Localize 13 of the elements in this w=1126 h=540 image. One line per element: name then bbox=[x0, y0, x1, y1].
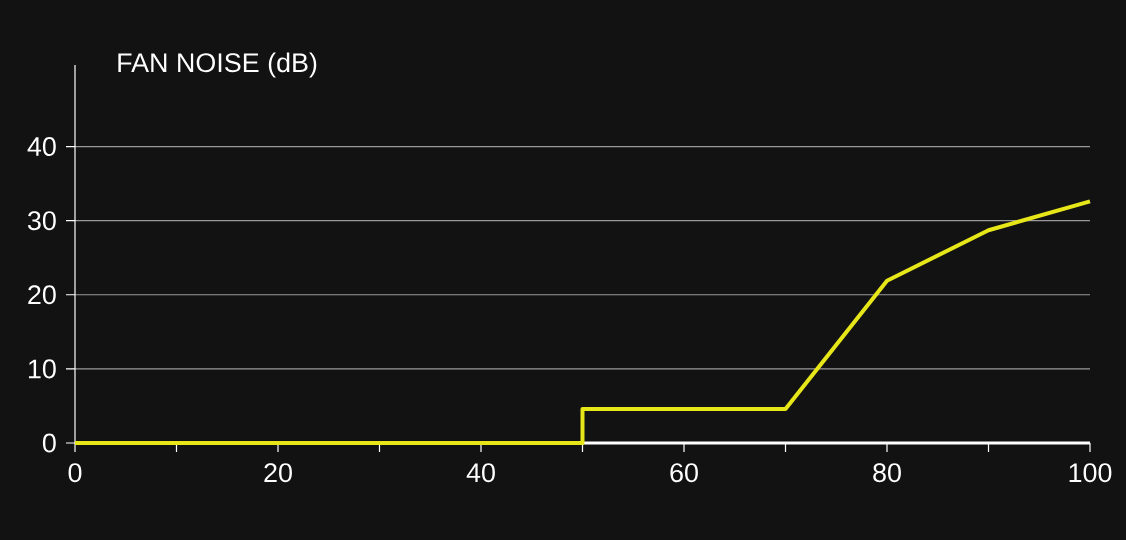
x-tick-label: 80 bbox=[873, 463, 901, 483]
x-tick-label: 0 bbox=[68, 463, 82, 483]
y-tick-label: 10 bbox=[28, 359, 56, 379]
x-tick-label: 40 bbox=[466, 463, 495, 483]
y-tick-label: 20 bbox=[28, 285, 56, 305]
line-series bbox=[73, 199, 1092, 445]
x-tick-label: 60 bbox=[670, 463, 698, 483]
y-axis-title: FAN NOISE (dB) bbox=[118, 52, 317, 78]
y-tick-label: 40 bbox=[27, 137, 56, 157]
y-tick-label: 30 bbox=[27, 211, 56, 231]
y-tick-label: 0 bbox=[42, 433, 56, 453]
x-tick-label: 100 bbox=[1069, 463, 1112, 483]
x-tick-label: 20 bbox=[264, 463, 292, 483]
